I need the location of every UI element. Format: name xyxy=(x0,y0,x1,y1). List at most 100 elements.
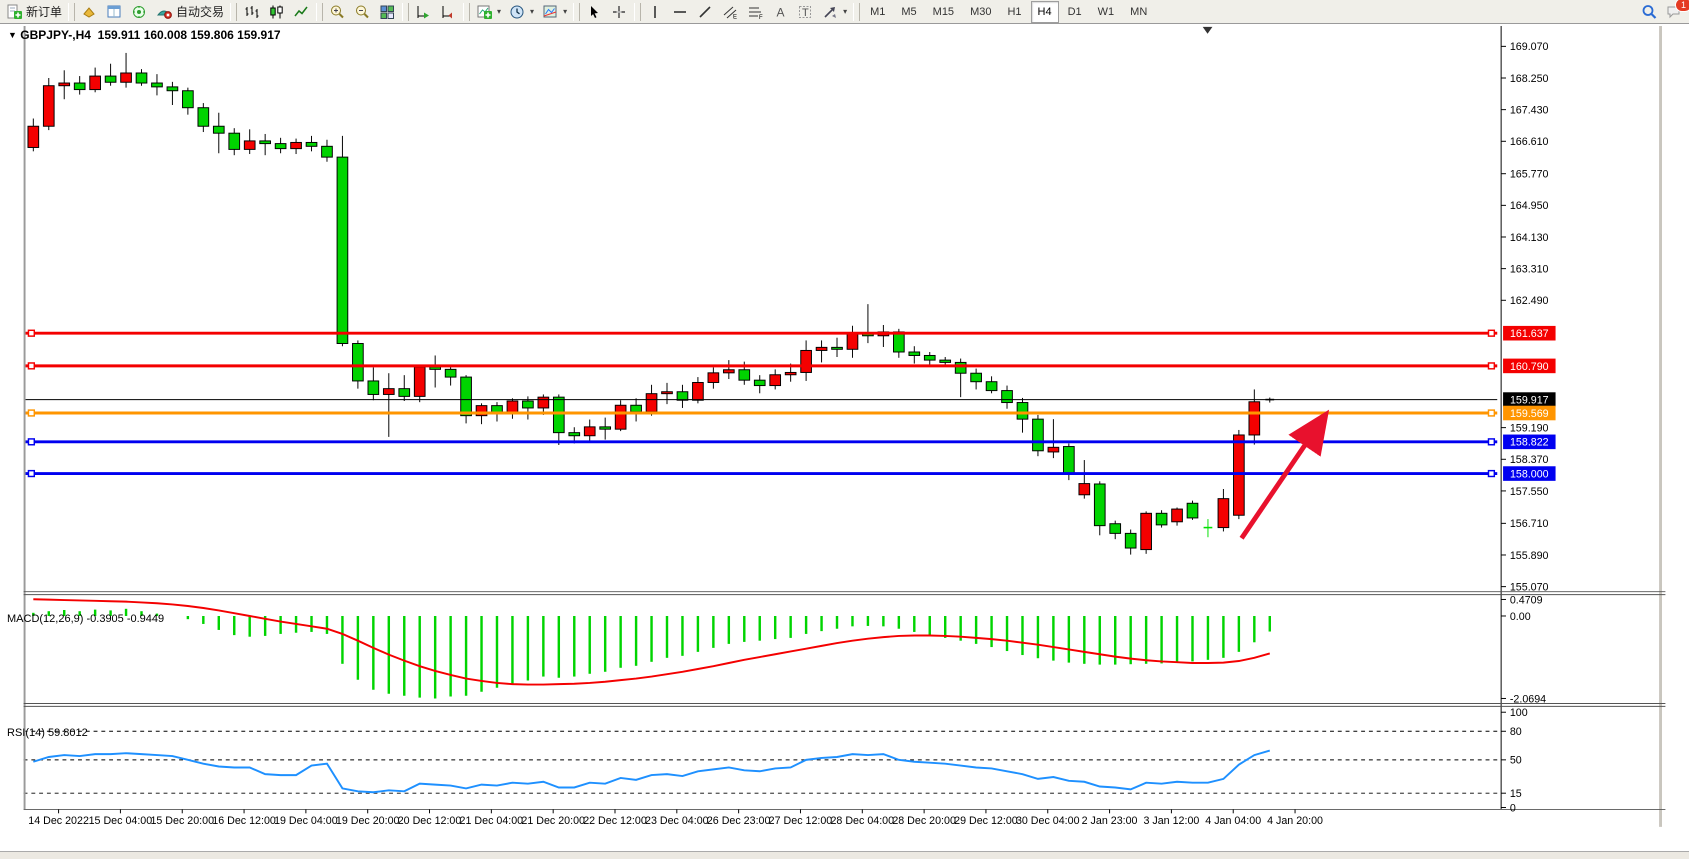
text-label-button[interactable]: T xyxy=(793,1,818,23)
price-badge: 158.000 xyxy=(1503,466,1556,481)
candlestick xyxy=(1124,529,1137,555)
rsi-axis-tick: 0 xyxy=(1510,802,1516,814)
autotrading-label: 自动交易 xyxy=(176,5,225,19)
candlestick xyxy=(661,382,673,405)
horizontal-lines[interactable]: 161.637 160.790 159.917 159.569 158.822 158.0… xyxy=(25,325,1556,481)
candlestick xyxy=(1001,385,1013,409)
chart-candles-button[interactable] xyxy=(264,1,289,23)
time-axis-label: 28 Dec 20:00 xyxy=(892,815,956,827)
price-badge: 159.569 xyxy=(1503,405,1556,421)
annotation-arrow[interactable] xyxy=(1239,409,1330,540)
horizontal-line-icon xyxy=(672,4,689,20)
candlestick xyxy=(104,63,117,86)
cursor-button[interactable] xyxy=(582,1,607,23)
shapes-button[interactable]: ▾ xyxy=(818,1,851,23)
rsi-line xyxy=(33,749,1271,794)
timeframe-h1-button[interactable]: H1 xyxy=(1007,5,1022,18)
rsi-axis-tick: 50 xyxy=(1510,755,1522,767)
chart-candles-icon xyxy=(268,4,285,20)
timeframe-mn-button[interactable]: MN xyxy=(1130,5,1148,18)
time-axis-label: 16 Dec 12:00 xyxy=(212,815,276,827)
trendline-button[interactable] xyxy=(693,1,718,23)
rsi-indicator-label: RSI(14) 59.8012 xyxy=(7,727,88,739)
chart-bars-button[interactable] xyxy=(239,1,264,23)
vertical-line-icon xyxy=(647,4,664,20)
templates-button[interactable]: ▾ xyxy=(538,1,571,23)
trend-arrow[interactable] xyxy=(1239,409,1330,540)
chart-area[interactable]: ▼ GBPJPY-,H4 159.911 160.008 159.806 159… xyxy=(0,24,1689,859)
hline-160.790[interactable] xyxy=(25,362,1498,370)
text-button[interactable]: A xyxy=(768,1,793,23)
time-axis-label: 15 Dec 20:00 xyxy=(150,815,214,827)
shapes-icon xyxy=(822,4,839,20)
timeframe-m30-button[interactable]: M30 xyxy=(970,5,992,18)
notifications-button[interactable]: 1 xyxy=(1662,0,1689,23)
price-axis-tick: 169.070 xyxy=(1510,41,1549,53)
hline-159.569[interactable] xyxy=(25,409,1498,417)
hline-161.637[interactable] xyxy=(25,329,1498,337)
fibonacci-button[interactable]: F xyxy=(743,1,768,23)
svg-text:159.569: 159.569 xyxy=(1510,408,1549,420)
timeframe-w1-button[interactable]: W1 xyxy=(1097,5,1115,18)
price-badge: 160.790 xyxy=(1503,358,1556,374)
candlestick xyxy=(1078,460,1091,499)
market-watch-button[interactable] xyxy=(77,1,102,23)
hline-158.000[interactable] xyxy=(25,469,1498,478)
auto-scroll-button[interactable] xyxy=(411,1,436,23)
hline-158.822[interactable] xyxy=(25,438,1498,446)
data-window-button[interactable] xyxy=(102,1,127,23)
tile-windows-button[interactable] xyxy=(375,1,400,23)
text-icon: A xyxy=(772,4,789,20)
indicators-button[interactable]: ▾ xyxy=(472,1,505,23)
crosshair-button[interactable] xyxy=(607,1,632,23)
zoom-out-button[interactable] xyxy=(350,1,375,23)
candlestick xyxy=(182,87,194,115)
axes[interactable]: 169.070 168.250 167.430 166.610 165.770 164.9… xyxy=(23,25,1666,827)
macd-axis-tick: -2.0694 xyxy=(1510,693,1546,705)
candlestick xyxy=(939,357,952,365)
trendline-icon xyxy=(697,4,714,20)
zoom-in-button[interactable] xyxy=(325,1,350,23)
candlestick xyxy=(444,366,457,386)
chevron-down-icon[interactable]: ▼ xyxy=(8,30,17,40)
rsi-value: 59.8012 xyxy=(47,727,88,739)
autotrading-button[interactable]: 自动交易 xyxy=(152,1,228,23)
candlestick xyxy=(228,128,241,156)
candlestick xyxy=(305,135,318,152)
candlestick xyxy=(707,367,720,389)
time-axis-label: 30 Dec 04:00 xyxy=(1016,815,1080,827)
price-badge: 159.917 xyxy=(1503,392,1556,407)
candlestick xyxy=(27,118,40,152)
toolbar-separator xyxy=(634,2,642,21)
horizontal-line-button[interactable] xyxy=(668,1,693,23)
time-axis-label: 26 Dec 23:00 xyxy=(707,815,771,827)
timeframe-h4-button[interactable]: H4 xyxy=(1030,0,1059,23)
timeframe-m1-button[interactable]: M1 xyxy=(870,5,886,18)
timeframe-m15-button[interactable]: M15 xyxy=(932,5,955,18)
time-axis-label: 21 Dec 04:00 xyxy=(460,815,524,827)
macd-axis-tick: 0.00 xyxy=(1510,611,1531,623)
close-value: 159.917 xyxy=(237,28,281,42)
price-chart-svg[interactable]: 161.637 160.790 159.917 159.569 158.822 158.0… xyxy=(0,24,1689,859)
price-axis-tick: 156.710 xyxy=(1510,518,1549,530)
price-axis-tick: 155.890 xyxy=(1510,550,1549,562)
periods-button[interactable]: ▾ xyxy=(505,1,538,23)
timeframe-m5-button[interactable]: M5 xyxy=(901,5,917,18)
search-button[interactable] xyxy=(1637,1,1662,23)
candlestick xyxy=(274,137,287,154)
price-axis-tick: 163.310 xyxy=(1510,264,1549,276)
candlestick xyxy=(429,355,441,388)
timeframe-d1-button[interactable]: D1 xyxy=(1067,5,1082,18)
candlestick xyxy=(1093,481,1106,536)
vertical-line-button[interactable] xyxy=(643,1,668,23)
auto-scroll-icon xyxy=(415,4,432,20)
chart-shift-button[interactable] xyxy=(436,1,461,23)
candlestick xyxy=(862,304,874,344)
channel-button[interactable]: E xyxy=(718,1,743,23)
navigator-button[interactable] xyxy=(127,1,152,23)
candlestick xyxy=(336,135,349,347)
new-order-button[interactable]: 新订单 xyxy=(2,1,66,23)
chart-line-button[interactable] xyxy=(289,1,314,23)
candlestick xyxy=(58,70,71,100)
